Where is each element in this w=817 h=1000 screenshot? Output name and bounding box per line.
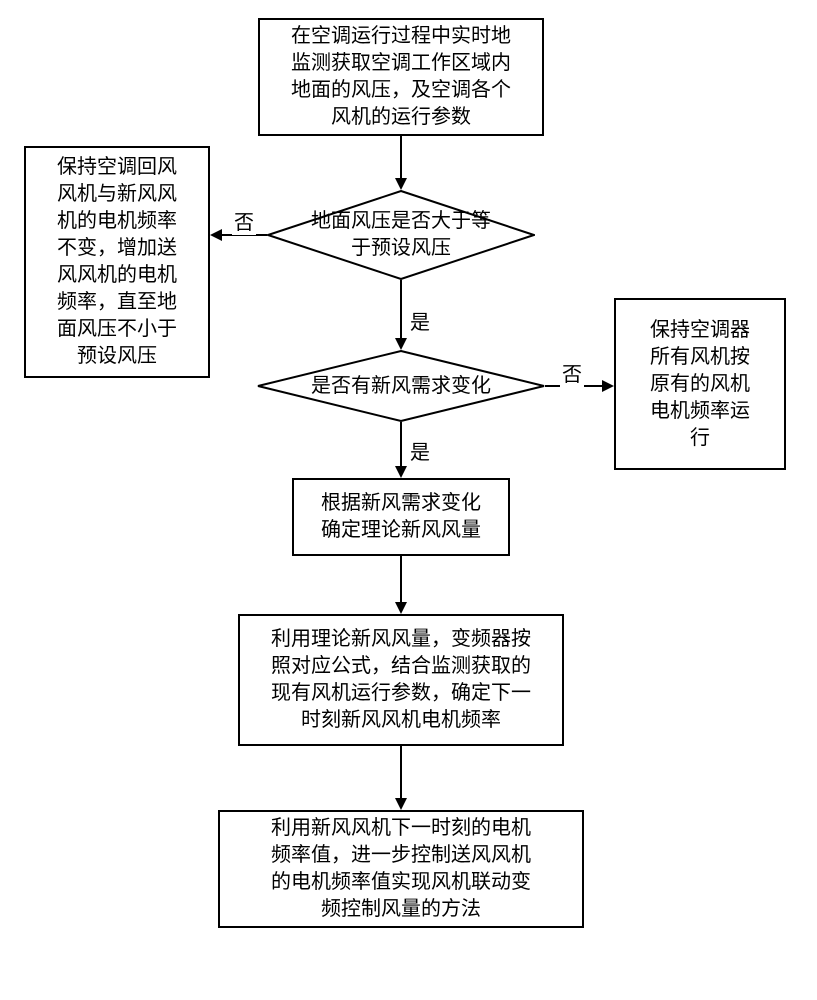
edge-n3-n4 [400, 422, 402, 466]
node-text: 保持空调回风风机与新风风机的电机频率不变，增加送风风机的电机频率，直至地面风压不… [57, 154, 177, 370]
node-text: 保持空调器所有风机按原有的风机电机频率运行 [650, 317, 750, 452]
label-text: 否 [234, 212, 254, 234]
label-text: 否 [562, 364, 582, 386]
edge-n5-n6-head [395, 798, 407, 810]
edge-n2-nL-head [210, 229, 222, 241]
label-text: 是 [410, 312, 430, 334]
node-text: 根据新风需求变化确定理论新风风量 [321, 490, 481, 544]
node-text: 是否有新风需求变化 [311, 373, 491, 400]
process-compute-next-fresh-fan-freq: 利用理论新风风量，变频器按照对应公式，结合监测获取的现有风机运行参数，确定下一时… [238, 614, 564, 746]
process-linked-vfd-control: 利用新风风机下一时刻的电机频率值，进一步控制送风风机的电机频率值实现风机联动变频… [218, 810, 584, 928]
process-keep-all-fans-original: 保持空调器所有风机按原有的风机电机频率运行 [614, 298, 786, 470]
edge-n2-n3-head [395, 338, 407, 350]
decision-pressure-check: 地面风压是否大于等于预设风压 [267, 190, 535, 280]
node-text: 地面风压是否大于等于预设风压 [311, 208, 491, 262]
process-monitor-params: 在空调运行过程中实时地监测获取空调工作区域内地面的风压，及空调各个风机的运行参数 [258, 18, 544, 136]
node-text: 在空调运行过程中实时地监测获取空调工作区域内地面的风压，及空调各个风机的运行参数 [291, 23, 511, 131]
process-keep-return-fresh-increase-supply: 保持空调回风风机与新风风机的电机频率不变，增加送风风机的电机频率，直至地面风压不… [24, 146, 210, 378]
edge-n3-nR-label: 否 [560, 358, 584, 387]
node-text: 利用新风风机下一时刻的电机频率值，进一步控制送风风机的电机频率值实现风机联动变频… [271, 815, 531, 923]
decision-fresh-air-demand-change: 是否有新风需求变化 [257, 350, 545, 422]
process-determine-theoretical-fresh-air: 根据新风需求变化确定理论新风风量 [292, 478, 510, 556]
label-text: 是 [410, 442, 430, 464]
edge-n5-n6 [400, 746, 402, 798]
edge-n1-n2-head [395, 178, 407, 190]
edge-n3-n4-head [395, 466, 407, 478]
node-text: 利用理论新风风量，变频器按照对应公式，结合监测获取的现有风机运行参数，确定下一时… [271, 626, 531, 734]
edge-n3-nR-head [602, 380, 614, 392]
edge-n2-nL-label: 否 [232, 206, 256, 235]
edge-n1-n2 [400, 136, 402, 178]
edge-n2-n3-label: 是 [408, 306, 432, 335]
edge-n4-n5-head [395, 602, 407, 614]
edge-n4-n5 [400, 556, 402, 602]
edge-n2-n3 [400, 280, 402, 338]
edge-n3-n4-label: 是 [408, 436, 432, 465]
